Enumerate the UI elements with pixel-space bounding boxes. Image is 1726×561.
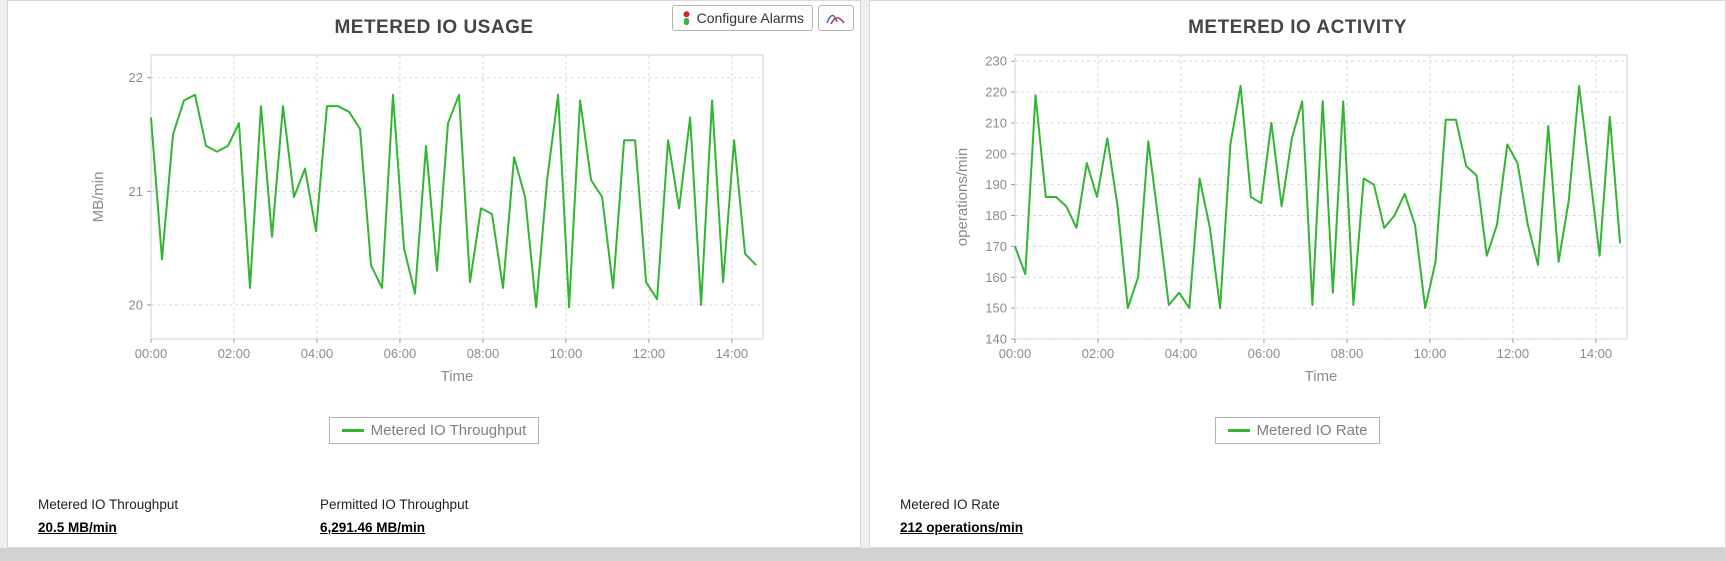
svg-text:21: 21: [129, 184, 143, 199]
svg-text:04:00: 04:00: [1164, 346, 1197, 361]
activity-chart-title: METERED IO ACTIVITY: [1188, 17, 1407, 38]
svg-text:00:00: 00:00: [998, 346, 1031, 361]
activity-legend-label: Metered IO Rate: [1256, 422, 1368, 439]
svg-text:150: 150: [985, 301, 1007, 316]
usage-legend-row: Metered IO Throughput: [8, 417, 860, 444]
svg-text:220: 220: [985, 85, 1007, 100]
svg-text:22: 22: [129, 70, 143, 85]
svg-text:14:00: 14:00: [1579, 346, 1612, 361]
svg-text:Time: Time: [441, 368, 474, 385]
svg-text:200: 200: [985, 146, 1007, 161]
stat-label: Permitted IO Throughput: [320, 497, 469, 512]
permitted-io-throughput-stat: Permitted IO Throughput 6,291.46 MB/min: [320, 497, 572, 535]
activity-stats: Metered IO Rate 212 operations/min: [870, 497, 1725, 535]
svg-text:10:00: 10:00: [550, 346, 583, 361]
svg-text:08:00: 08:00: [1330, 346, 1363, 361]
configure-alarms-label: Configure Alarms: [696, 10, 804, 26]
io-monitor-dashboard: METERED IO USAGE Configure Alarms 2: [7, 0, 1726, 548]
io-usage-chart: 20 21 22 00:00 02:00 04:00 06:00 08:00 10:00 12:0…: [90, 54, 764, 385]
usage-toolbar: Configure Alarms: [671, 5, 854, 31]
usage-legend-label: Metered IO Throughput: [370, 422, 527, 439]
metered-io-rate-stat: Metered IO Rate 212 operations/min: [900, 497, 1152, 535]
io-activity-chart: 140 150 160 170 180 190 200 210 220 230 00:00 02:00…: [954, 54, 1627, 385]
svg-text:06:00: 06:00: [1247, 346, 1280, 361]
svg-text:MB/min: MB/min: [90, 172, 107, 223]
stat-value-link[interactable]: 20.5 MB/min: [38, 520, 117, 535]
svg-text:12:00: 12:00: [633, 346, 666, 361]
svg-text:10:00: 10:00: [1413, 346, 1446, 361]
chart-icon: [826, 14, 845, 25]
stat-value-link[interactable]: 212 operations/min: [900, 520, 1024, 535]
svg-text:operations/min: operations/min: [954, 148, 971, 246]
legend-line-swatch: [1227, 429, 1250, 432]
usage-stats: Metered IO Throughput 20.5 MB/min Permit…: [8, 497, 860, 535]
stat-label: Metered IO Throughput: [38, 497, 179, 512]
metered-io-throughput-stat: Metered IO Throughput 20.5 MB/min: [38, 497, 290, 535]
chart-view-button[interactable]: [818, 5, 854, 31]
svg-text:230: 230: [985, 54, 1007, 69]
stat-label: Metered IO Rate: [900, 497, 1000, 512]
svg-text:14:00: 14:00: [716, 346, 749, 361]
legend-line-swatch: [341, 429, 364, 432]
usage-panel-header: METERED IO USAGE Configure Alarms: [8, 5, 860, 41]
svg-text:180: 180: [985, 208, 1007, 223]
svg-text:170: 170: [985, 239, 1007, 254]
metered-io-usage-panel: METERED IO USAGE Configure Alarms 2: [7, 0, 861, 548]
svg-text:12:00: 12:00: [1496, 346, 1529, 361]
usage-chart-title: METERED IO USAGE: [334, 17, 534, 38]
svg-text:04:00: 04:00: [301, 346, 334, 361]
bottom-strip: [0, 548, 1726, 561]
configure-alarms-button[interactable]: Configure Alarms: [671, 5, 813, 31]
svg-text:210: 210: [985, 115, 1007, 130]
svg-text:08:00: 08:00: [467, 346, 500, 361]
activity-legend-row: Metered IO Rate: [870, 417, 1725, 444]
stat-value-link[interactable]: 6,291.46 MB/min: [320, 520, 426, 535]
activity-panel-header: METERED IO ACTIVITY: [870, 5, 1725, 41]
alarm-status-icon: [683, 10, 690, 25]
svg-text:02:00: 02:00: [1081, 346, 1114, 361]
svg-text:20: 20: [129, 297, 143, 312]
activity-legend: Metered IO Rate: [1214, 417, 1381, 444]
svg-text:Time: Time: [1304, 368, 1337, 385]
svg-text:06:00: 06:00: [384, 346, 417, 361]
svg-text:00:00: 00:00: [135, 346, 168, 361]
svg-text:140: 140: [985, 332, 1007, 347]
metered-io-activity-panel: METERED IO ACTIVITY 140 150 160 170 180 190 20…: [869, 0, 1726, 548]
svg-text:02:00: 02:00: [218, 346, 251, 361]
usage-legend: Metered IO Throughput: [328, 417, 540, 444]
svg-text:190: 190: [985, 177, 1007, 192]
svg-text:160: 160: [985, 270, 1007, 285]
